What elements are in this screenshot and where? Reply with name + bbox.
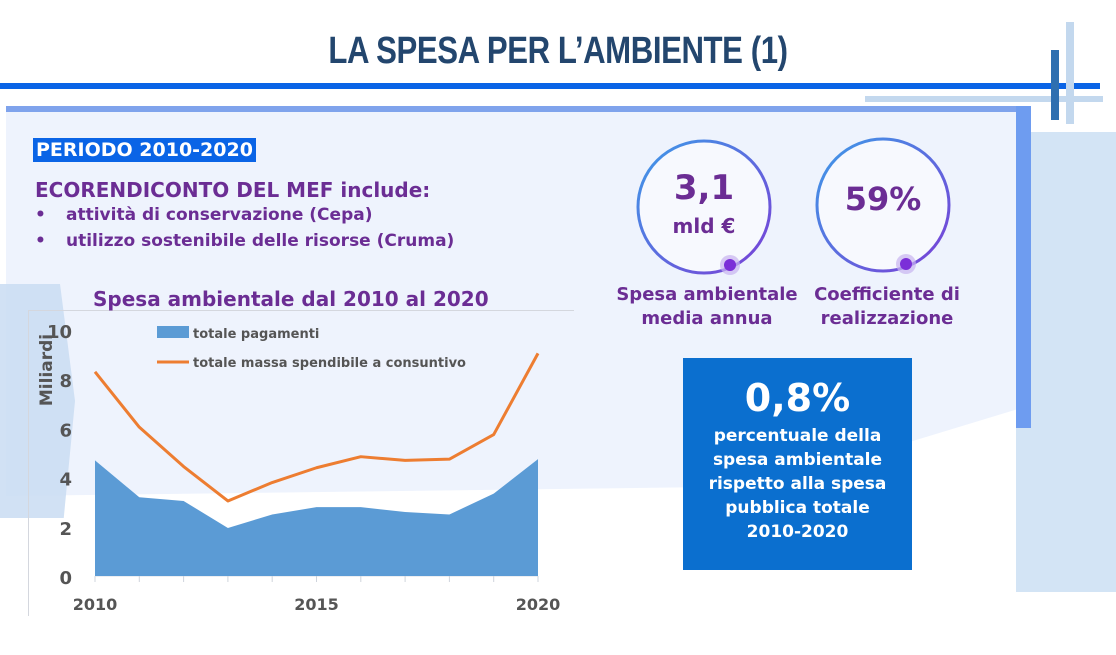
title-rule: [0, 83, 1100, 89]
panel-top-border: [6, 106, 1030, 112]
ecorendiconto-heading: ECORENDICONTO DEL MEF include:: [35, 178, 431, 202]
kpi-label-line: realizzazione: [820, 308, 954, 329]
y-tick-label: 2: [59, 519, 72, 540]
share-description: percentuale della spesa ambientale rispe…: [683, 424, 912, 544]
kpi-value: 3,1: [673, 168, 735, 208]
list-item-text: utilizzo sostenibile delle risorse (Crum…: [66, 231, 455, 251]
kpi-realization-coefficient: 59%: [814, 136, 952, 278]
series-totale-massa-line: [93, 352, 540, 503]
chart-frame: [28, 310, 574, 616]
y-axis-label: Miliardi: [37, 334, 57, 406]
ring-knob-icon: [900, 258, 912, 270]
description-line: rispetto alla spesa: [708, 474, 887, 494]
x-tick-label: 2010: [73, 595, 118, 614]
ring-knob-icon: [724, 259, 736, 271]
public-spending-share-box: 0,8% percentuale della spesa ambientale …: [683, 358, 912, 570]
list-item: • attività di conservazione (Cepa): [35, 205, 454, 231]
y-tick-label: 10: [47, 322, 72, 343]
slide-title: LA SPESA PER L’AMBIENTE (1): [328, 30, 788, 72]
description-line: percentuale della: [713, 426, 882, 446]
y-tick-label: 8: [59, 371, 72, 392]
description-line: 2010-2020: [746, 522, 849, 542]
right-decor-block: [1016, 132, 1116, 592]
chart-title: Spesa ambientale dal 2010 al 2020: [93, 287, 489, 311]
kpi-average-spend: 3,1 mld €: [635, 138, 773, 280]
kpi-label-line: Coefficiente di: [814, 284, 960, 305]
list-item-text: attività di conservazione (Cepa): [66, 205, 373, 225]
legend-label-pagamenti: totale pagamenti: [193, 327, 319, 342]
description-line: spesa ambientale: [712, 450, 883, 470]
decor-vertical-bar-light: [1066, 22, 1074, 124]
decor-vertical-bar-dark: [1051, 50, 1059, 120]
bullet-icon: •: [35, 205, 46, 225]
kpi-label: Spesa ambientale media annua: [607, 283, 807, 331]
kpi-value: 59%: [844, 180, 922, 218]
title-rule-light: [865, 96, 1103, 102]
kpi-label: Coefficiente di realizzazione: [787, 283, 987, 331]
legend-label-massa: totale massa spendibile a consuntivo: [193, 356, 466, 371]
bullet-icon: •: [35, 231, 46, 251]
kpi-unit: mld €: [672, 214, 736, 238]
kpi-label-line: Spesa ambientale: [616, 284, 798, 305]
area-line-chart: Miliardi 0 2 4 6 8 10 2010 2015 2020 totale pag…: [37, 322, 561, 614]
progress-ring: [636, 139, 772, 275]
period-badge: PERIODO 2010-2020: [33, 138, 256, 162]
y-tick-label: 4: [59, 470, 72, 491]
share-value: 0,8%: [744, 376, 851, 420]
description-line: pubblica totale: [725, 498, 870, 518]
y-tick-label: 0: [59, 568, 72, 589]
list-item: • utilizzo sostenibile delle risorse (Cru…: [35, 231, 454, 257]
legend-swatch-pagamenti: [157, 326, 189, 338]
kpi-label-line: media annua: [641, 308, 773, 329]
series-totale-pagamenti-area: [95, 459, 538, 576]
x-tick-label: 2015: [294, 595, 339, 614]
scope-list: • attività di conservazione (Cepa) • utili…: [35, 205, 454, 257]
panel-right-border: [1016, 106, 1031, 428]
x-tick-label: 2020: [516, 595, 561, 614]
left-arrow-decor: [0, 284, 75, 518]
progress-ring: [815, 137, 951, 274]
y-tick-label: 6: [59, 420, 72, 441]
